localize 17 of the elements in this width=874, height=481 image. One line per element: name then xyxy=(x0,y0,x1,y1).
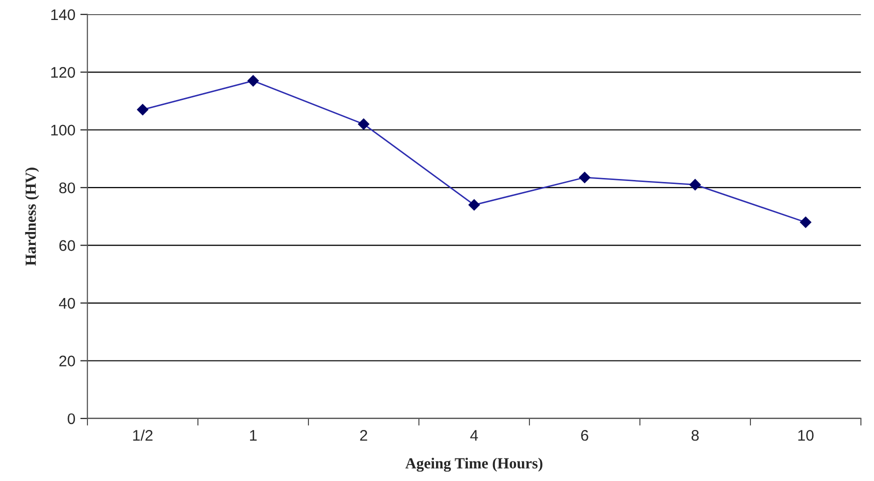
y-tick-label: 40 xyxy=(58,298,75,309)
x-tick-label: 8 xyxy=(692,430,699,441)
x-axis-title: Ageing Time (Hours) xyxy=(405,458,542,472)
y-tick-label: 120 xyxy=(51,67,75,78)
x-tick-label: 10 xyxy=(798,430,814,441)
y-tick-label: 60 xyxy=(59,240,75,251)
y-tick-label: 80 xyxy=(59,182,75,194)
x-tick-label: 2 xyxy=(360,430,368,441)
y-tick-label: 0 xyxy=(68,413,75,424)
x-tick-label: 6 xyxy=(581,430,588,441)
y-tick-label: 20 xyxy=(59,356,75,366)
y-tick-label: 100 xyxy=(51,124,75,136)
x-tick-label: 1/2 xyxy=(133,430,152,441)
x-tick-label: 4 xyxy=(470,430,478,441)
y-axis-title: Hardness (HV) xyxy=(25,168,39,266)
y-tick-label: 140 xyxy=(51,9,75,20)
x-tick-label: 1 xyxy=(250,430,257,441)
